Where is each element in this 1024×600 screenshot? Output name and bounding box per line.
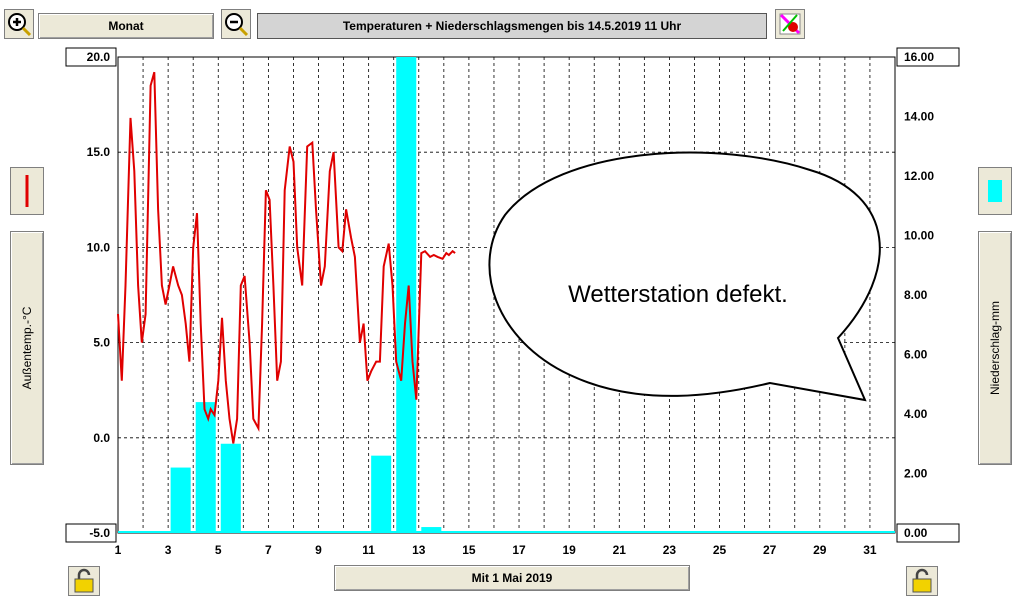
y-right-tick-label: 16.00 (904, 50, 934, 64)
y-left-tick-label: 20.0 (87, 50, 111, 64)
padlock-icon (74, 568, 94, 593)
cyan-bar-icon (988, 180, 1002, 202)
precipitation-bar (421, 527, 442, 533)
x-tick-label: 15 (462, 543, 476, 557)
annotation-text: Wetterstation defekt. (568, 281, 788, 308)
x-tick-label: 7 (265, 543, 272, 557)
y-left-tick-label: 10.0 (87, 240, 111, 254)
precipitation-bar (371, 455, 392, 533)
red-line-icon (25, 175, 29, 207)
temperature-series-button[interactable] (10, 167, 44, 215)
axes: -5.0 0.0 5.0 10.0 15.0 20.0 0.00 2.00 4.00 6.00 8.… (65, 47, 960, 557)
precipitation-series-button[interactable] (978, 167, 1012, 215)
y-left-tick-label: -5.0 (89, 526, 110, 540)
magnifier-plus-icon (8, 13, 32, 37)
x-tick-label: 31 (863, 543, 877, 557)
y-right-tick-label: 6.00 (904, 348, 928, 362)
temperature-line (117, 71, 456, 444)
y-right-tick-box (896, 47, 960, 67)
chart-title: Temperaturen + Niederschlagsmengen bis 1… (257, 13, 767, 39)
x-tick-label: 1 (115, 543, 122, 557)
paint-tool-button[interactable] (775, 9, 805, 39)
right-axis-label: Niederschlag-mm (988, 300, 1002, 396)
y-left-tick-box (65, 523, 117, 543)
plot-frame (117, 56, 896, 534)
annotation-bubble: Wetterstation defekt. (488, 151, 881, 402)
precipitation-bars (118, 57, 895, 533)
left-axis-label-button[interactable]: Außentemp.-°C (10, 231, 44, 465)
x-tick-label: 25 (713, 543, 727, 557)
x-tick-label: 29 (813, 543, 827, 557)
zoom-out-button[interactable] (221, 9, 251, 39)
precipitation-bar (396, 57, 417, 533)
y-right-tick-label: 10.00 (904, 229, 934, 243)
precipitation-bar (195, 402, 216, 533)
x-tick-label: 21 (613, 543, 627, 557)
precipitation-bar (170, 467, 191, 533)
paint-tool-icon (779, 13, 801, 35)
y-right-tick-box (896, 523, 960, 543)
padlock-icon (912, 568, 932, 593)
zoom-in-button[interactable] (4, 9, 34, 39)
x-tick-label: 5 (215, 543, 222, 557)
period-button[interactable]: Monat (38, 13, 214, 39)
left-axis-label: Außentemp.-°C (20, 306, 34, 390)
right-axis-label-button[interactable]: Niederschlag-mm (978, 231, 1012, 465)
x-tick-label: 13 (412, 543, 426, 557)
y-right-tick-label: 14.00 (904, 110, 934, 124)
date-button[interactable]: Mit 1 Mai 2019 (334, 565, 690, 591)
y-right-tick-label: 2.00 (904, 467, 928, 481)
magnifier-minus-icon (225, 13, 249, 37)
grid (117, 56, 896, 534)
y-left-tick-label: 15.0 (87, 145, 111, 159)
precipitation-bar (220, 443, 241, 533)
x-tick-label: 9 (315, 543, 322, 557)
y-left-tick-box (65, 47, 117, 67)
x-tick-label: 11 (362, 543, 375, 557)
left-lock-button[interactable] (68, 566, 100, 596)
y-right-tick-label: 4.00 (904, 407, 928, 421)
x-tick-label: 17 (512, 543, 526, 557)
y-right-tick-label: 0.00 (904, 526, 928, 540)
y-left-tick-label: 0.0 (93, 431, 110, 445)
x-tick-label: 19 (562, 543, 576, 557)
x-tick-label: 3 (165, 543, 172, 557)
x-tick-label: 23 (663, 543, 677, 557)
y-right-tick-label: 12.00 (904, 169, 934, 183)
y-left-tick-label: 5.0 (93, 336, 110, 350)
right-lock-button[interactable] (906, 566, 938, 596)
x-tick-label: 27 (763, 543, 777, 557)
y-right-tick-label: 8.00 (904, 288, 928, 302)
temperature-series-line (117, 71, 456, 444)
speech-bubble (488, 151, 881, 402)
